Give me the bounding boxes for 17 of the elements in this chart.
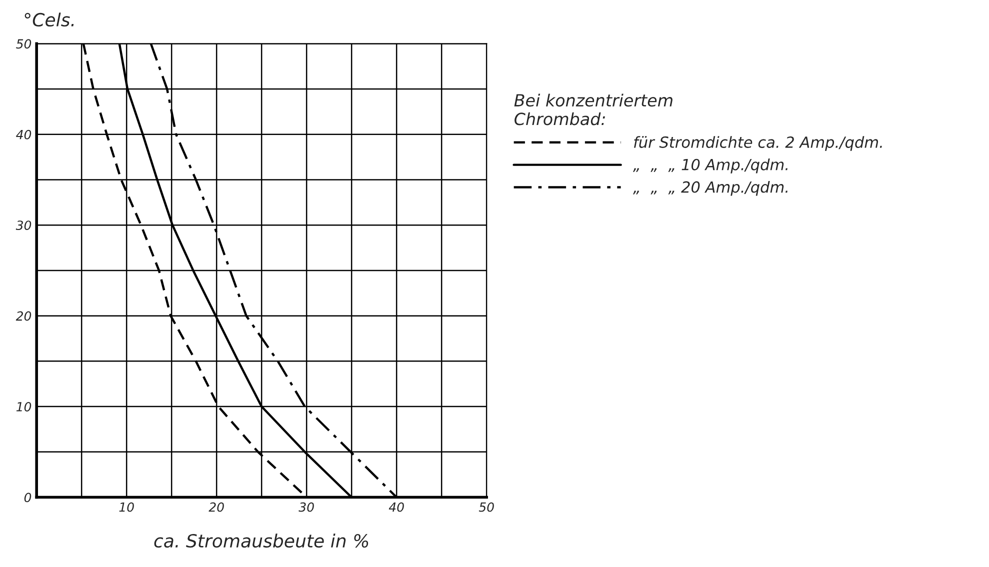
y-tick-label: 10 xyxy=(16,402,32,412)
y-tick-label: 50 xyxy=(16,39,32,49)
x-axis-title: ca. Stromausbeute in % xyxy=(154,534,368,548)
x-tick-label: 50 xyxy=(478,502,494,512)
text: „ „ „ 10 Amp./qdm. xyxy=(633,158,788,174)
y-tick-label: 20 xyxy=(16,311,32,321)
text: für Stromdichte ca. 2 Amp./qdm. xyxy=(634,136,882,151)
x-tick-label: 20 xyxy=(208,502,224,512)
x-tick-label: 30 xyxy=(298,502,314,512)
y-tick-label: 30 xyxy=(16,220,32,230)
y-tick-label: 0 xyxy=(24,492,32,502)
y-tick-label: 40 xyxy=(16,130,32,140)
x-tick-label: 40 xyxy=(388,502,404,512)
text: „ „ „ 20 Amp./qdm. xyxy=(633,180,788,196)
x-tick-label: 10 xyxy=(119,502,134,512)
y-axis-title: °Cels. xyxy=(24,12,74,27)
legend-title: Bei konzentriertem Chrombad: xyxy=(514,94,672,126)
